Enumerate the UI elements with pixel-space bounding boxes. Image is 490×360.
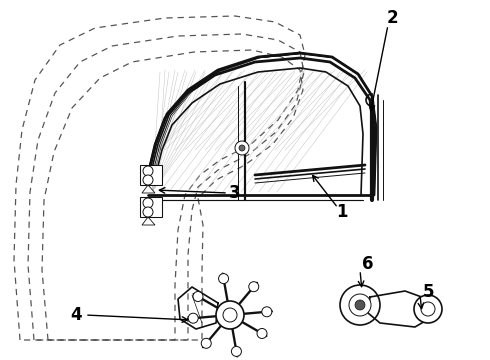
Text: 2: 2 (386, 9, 398, 27)
Text: 3: 3 (229, 184, 241, 202)
Bar (140, 197, 162, 217)
Text: 5: 5 (422, 283, 434, 301)
Circle shape (231, 346, 242, 356)
Text: 1: 1 (336, 203, 348, 221)
Circle shape (355, 300, 365, 310)
Circle shape (201, 338, 211, 348)
Circle shape (188, 313, 198, 323)
Circle shape (349, 294, 371, 316)
Polygon shape (142, 217, 155, 225)
Circle shape (249, 282, 259, 292)
Circle shape (193, 292, 203, 302)
Circle shape (219, 274, 228, 284)
Text: 4: 4 (70, 306, 82, 324)
Polygon shape (142, 185, 155, 193)
Circle shape (414, 295, 442, 323)
Circle shape (340, 285, 380, 325)
Circle shape (257, 328, 267, 338)
Circle shape (143, 166, 153, 176)
Text: 6: 6 (362, 255, 374, 273)
Circle shape (235, 141, 249, 155)
Circle shape (216, 301, 244, 329)
Circle shape (143, 207, 153, 217)
Circle shape (143, 198, 153, 208)
Circle shape (262, 307, 272, 317)
Bar (140, 165, 162, 185)
Circle shape (239, 145, 245, 151)
Circle shape (223, 308, 237, 322)
Circle shape (421, 302, 435, 316)
Circle shape (143, 175, 153, 185)
